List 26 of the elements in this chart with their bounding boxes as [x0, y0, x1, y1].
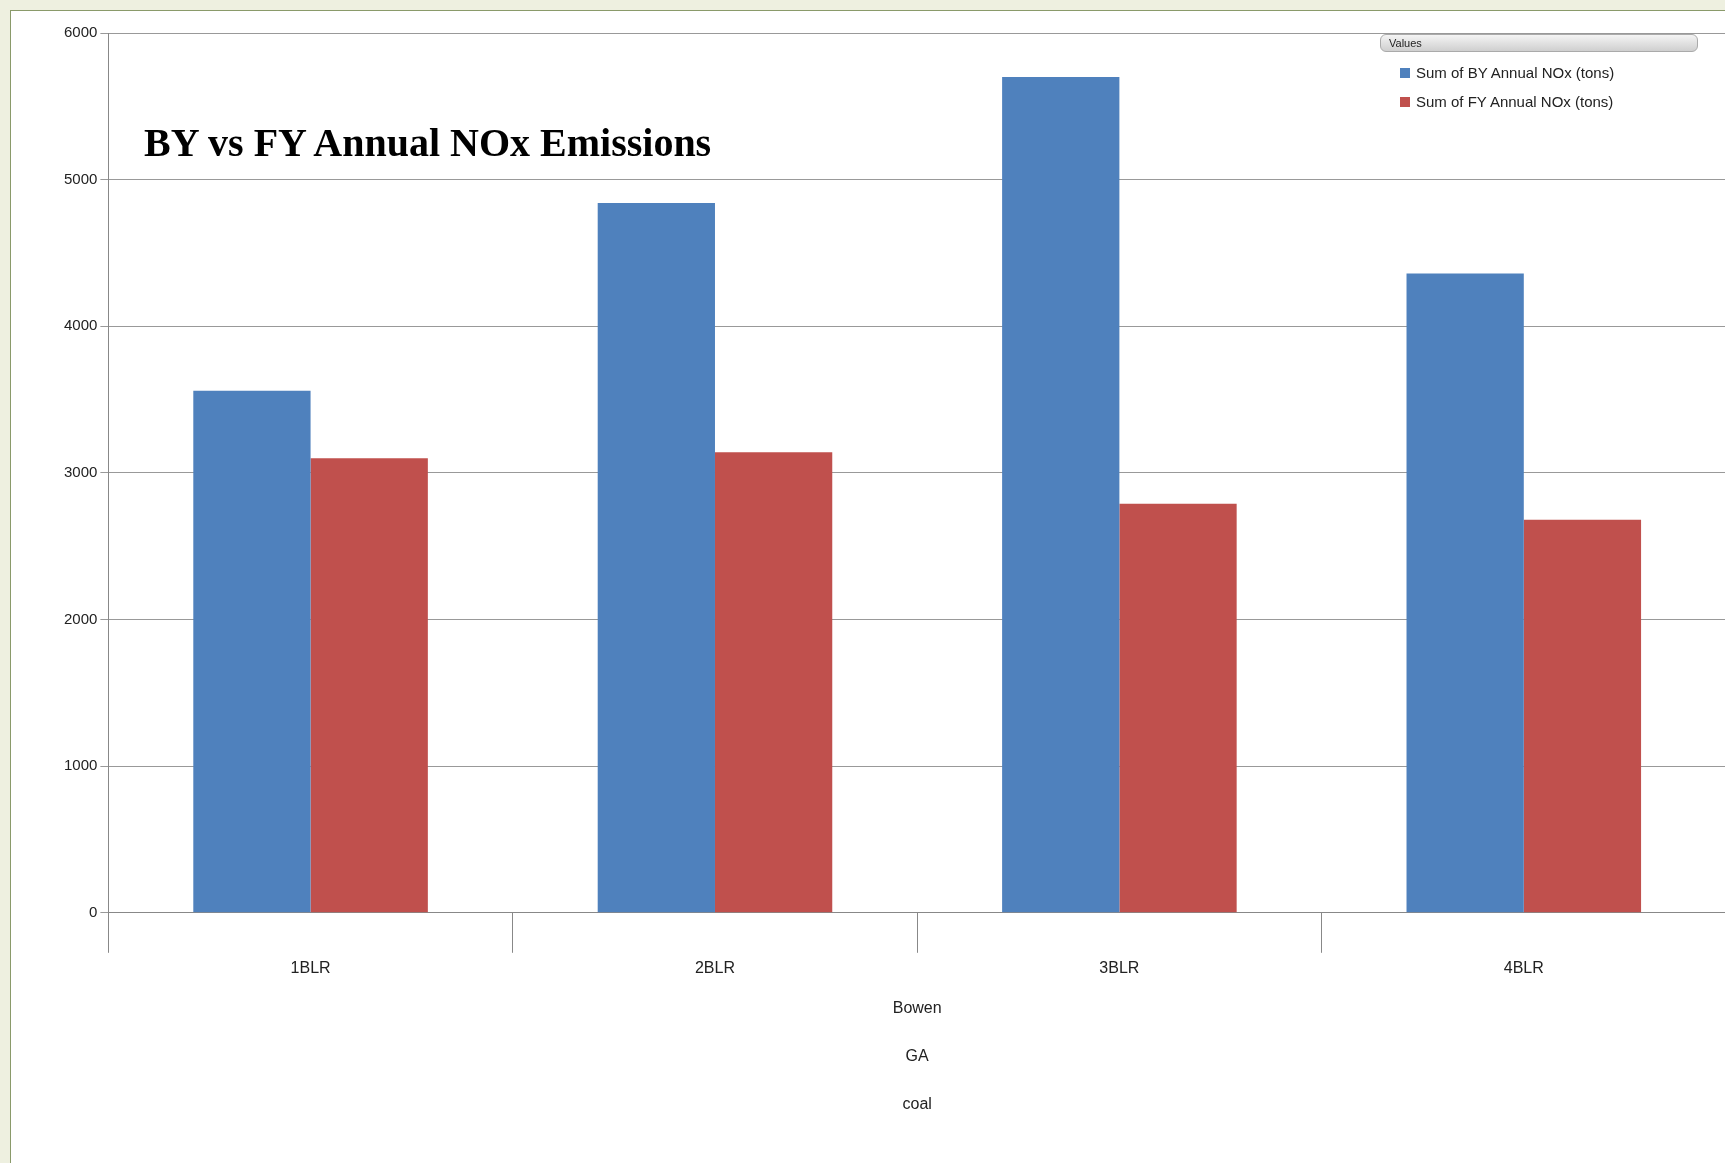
bar — [1119, 503, 1237, 913]
y-tick-label: 4000 — [63, 316, 98, 334]
y-tick-label: 2000 — [63, 609, 98, 627]
x-tick-label: 2BLR — [694, 958, 735, 976]
x-tick-label: 1BLR — [290, 958, 331, 976]
bar — [1002, 76, 1120, 913]
y-tick-label: 1000 — [63, 756, 98, 774]
y-tick-label: 3000 — [63, 463, 98, 481]
bar — [1406, 273, 1524, 913]
text: GA — [905, 1047, 930, 1065]
bar — [193, 390, 311, 913]
bar — [597, 203, 715, 913]
text: Bowen — [892, 999, 942, 1017]
text: coal — [902, 1095, 932, 1113]
x-tick-label: 3BLR — [1099, 958, 1140, 976]
y-tick-label: 5000 — [63, 169, 98, 187]
y-tick-label: 6000 — [63, 23, 98, 41]
text: BY vs FY Annual NOx Emissions — [144, 119, 712, 166]
legend-label: Sum of BY Annual NOx (tons) — [1416, 64, 1615, 81]
bar — [714, 452, 833, 913]
bar — [310, 458, 428, 913]
legend-label: Sum of FY Annual NOx (tons) — [1416, 93, 1614, 110]
y-tick-label: 0 — [89, 902, 98, 920]
bar — [1523, 519, 1642, 913]
field-button: Values — [1380, 34, 1698, 52]
x-tick-label: 4BLR — [1503, 958, 1544, 976]
